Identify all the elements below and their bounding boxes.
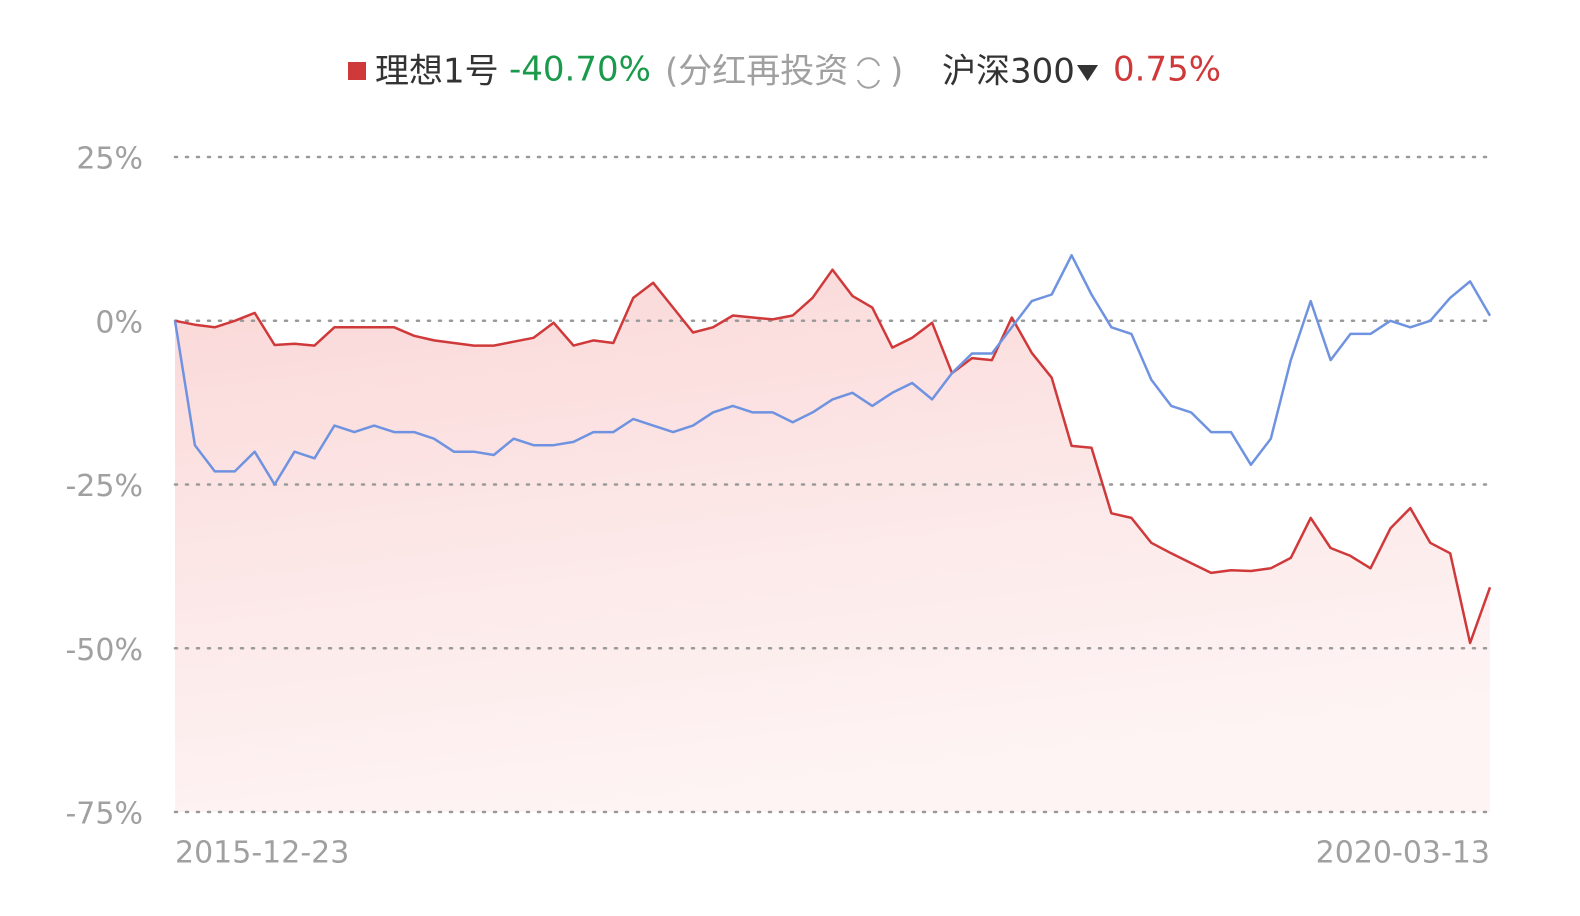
y-tick-label: 0% (95, 305, 143, 340)
dropdown-triangle (1077, 65, 1098, 81)
legend-value: -40.70% (509, 50, 651, 90)
legend-swatch (348, 62, 366, 80)
legend-value: 0.75% (1113, 50, 1221, 90)
refresh-icon (857, 57, 880, 89)
legend-label: 理想1号 (375, 52, 499, 92)
y-tick-label: -75% (65, 797, 143, 832)
area (175, 269, 1490, 812)
y-tick-label: -50% (65, 633, 143, 668)
y-tick-label: -25% (65, 469, 143, 504)
x-tick-label: 2020-03-13 (1316, 836, 1490, 871)
x-tick-label: 2015-12-23 (175, 836, 349, 871)
line (174, 268, 1492, 645)
legend-note: (分红再投资 (665, 52, 848, 92)
line (173, 254, 1492, 486)
legend-label: 沪深300 (942, 52, 1075, 92)
legend-note: ) (890, 52, 903, 92)
y-tick-label: 25% (76, 142, 143, 177)
